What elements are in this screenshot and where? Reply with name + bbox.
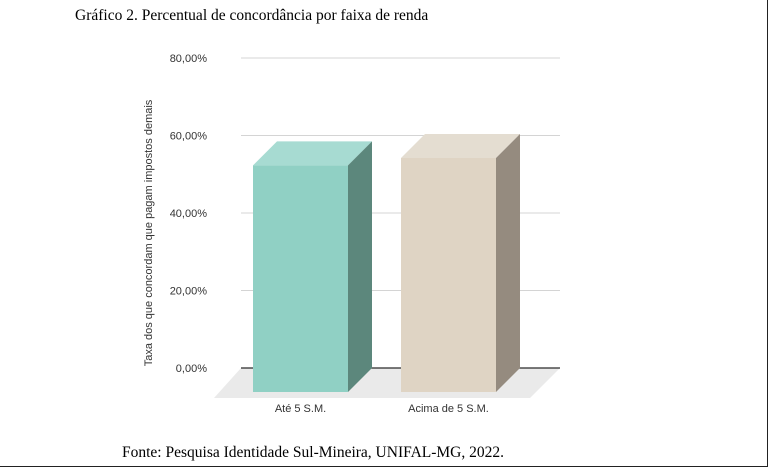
y-tick-label: 80,00% xyxy=(170,53,208,65)
bar-top xyxy=(401,133,520,158)
bar-front xyxy=(253,165,348,392)
x-tick-label: Até 5 S.M. xyxy=(275,403,326,415)
figure-source: Fonte: Pesquisa Identidade Sul-Mineira, … xyxy=(122,444,504,461)
bar xyxy=(253,141,372,392)
y-tick-label: 20,00% xyxy=(170,286,208,298)
y-axis-label: Taxa dos que concordam que pagam imposto… xyxy=(143,99,155,366)
frame-right-border xyxy=(767,0,768,466)
bar-top xyxy=(253,141,372,166)
bar xyxy=(401,133,520,392)
y-tick-label: 40,00% xyxy=(170,208,208,220)
y-tick-label: 0,00% xyxy=(176,363,207,375)
bar-front xyxy=(401,157,496,392)
x-tick-label: Acima de 5 S.M. xyxy=(408,403,489,415)
frame-bottom-border xyxy=(0,466,768,467)
figure-caption: Gráfico 2. Percentual de concordância po… xyxy=(75,7,429,24)
bar-side xyxy=(348,141,372,392)
bar-side xyxy=(496,133,520,392)
y-tick-label: 60,00% xyxy=(170,131,208,143)
